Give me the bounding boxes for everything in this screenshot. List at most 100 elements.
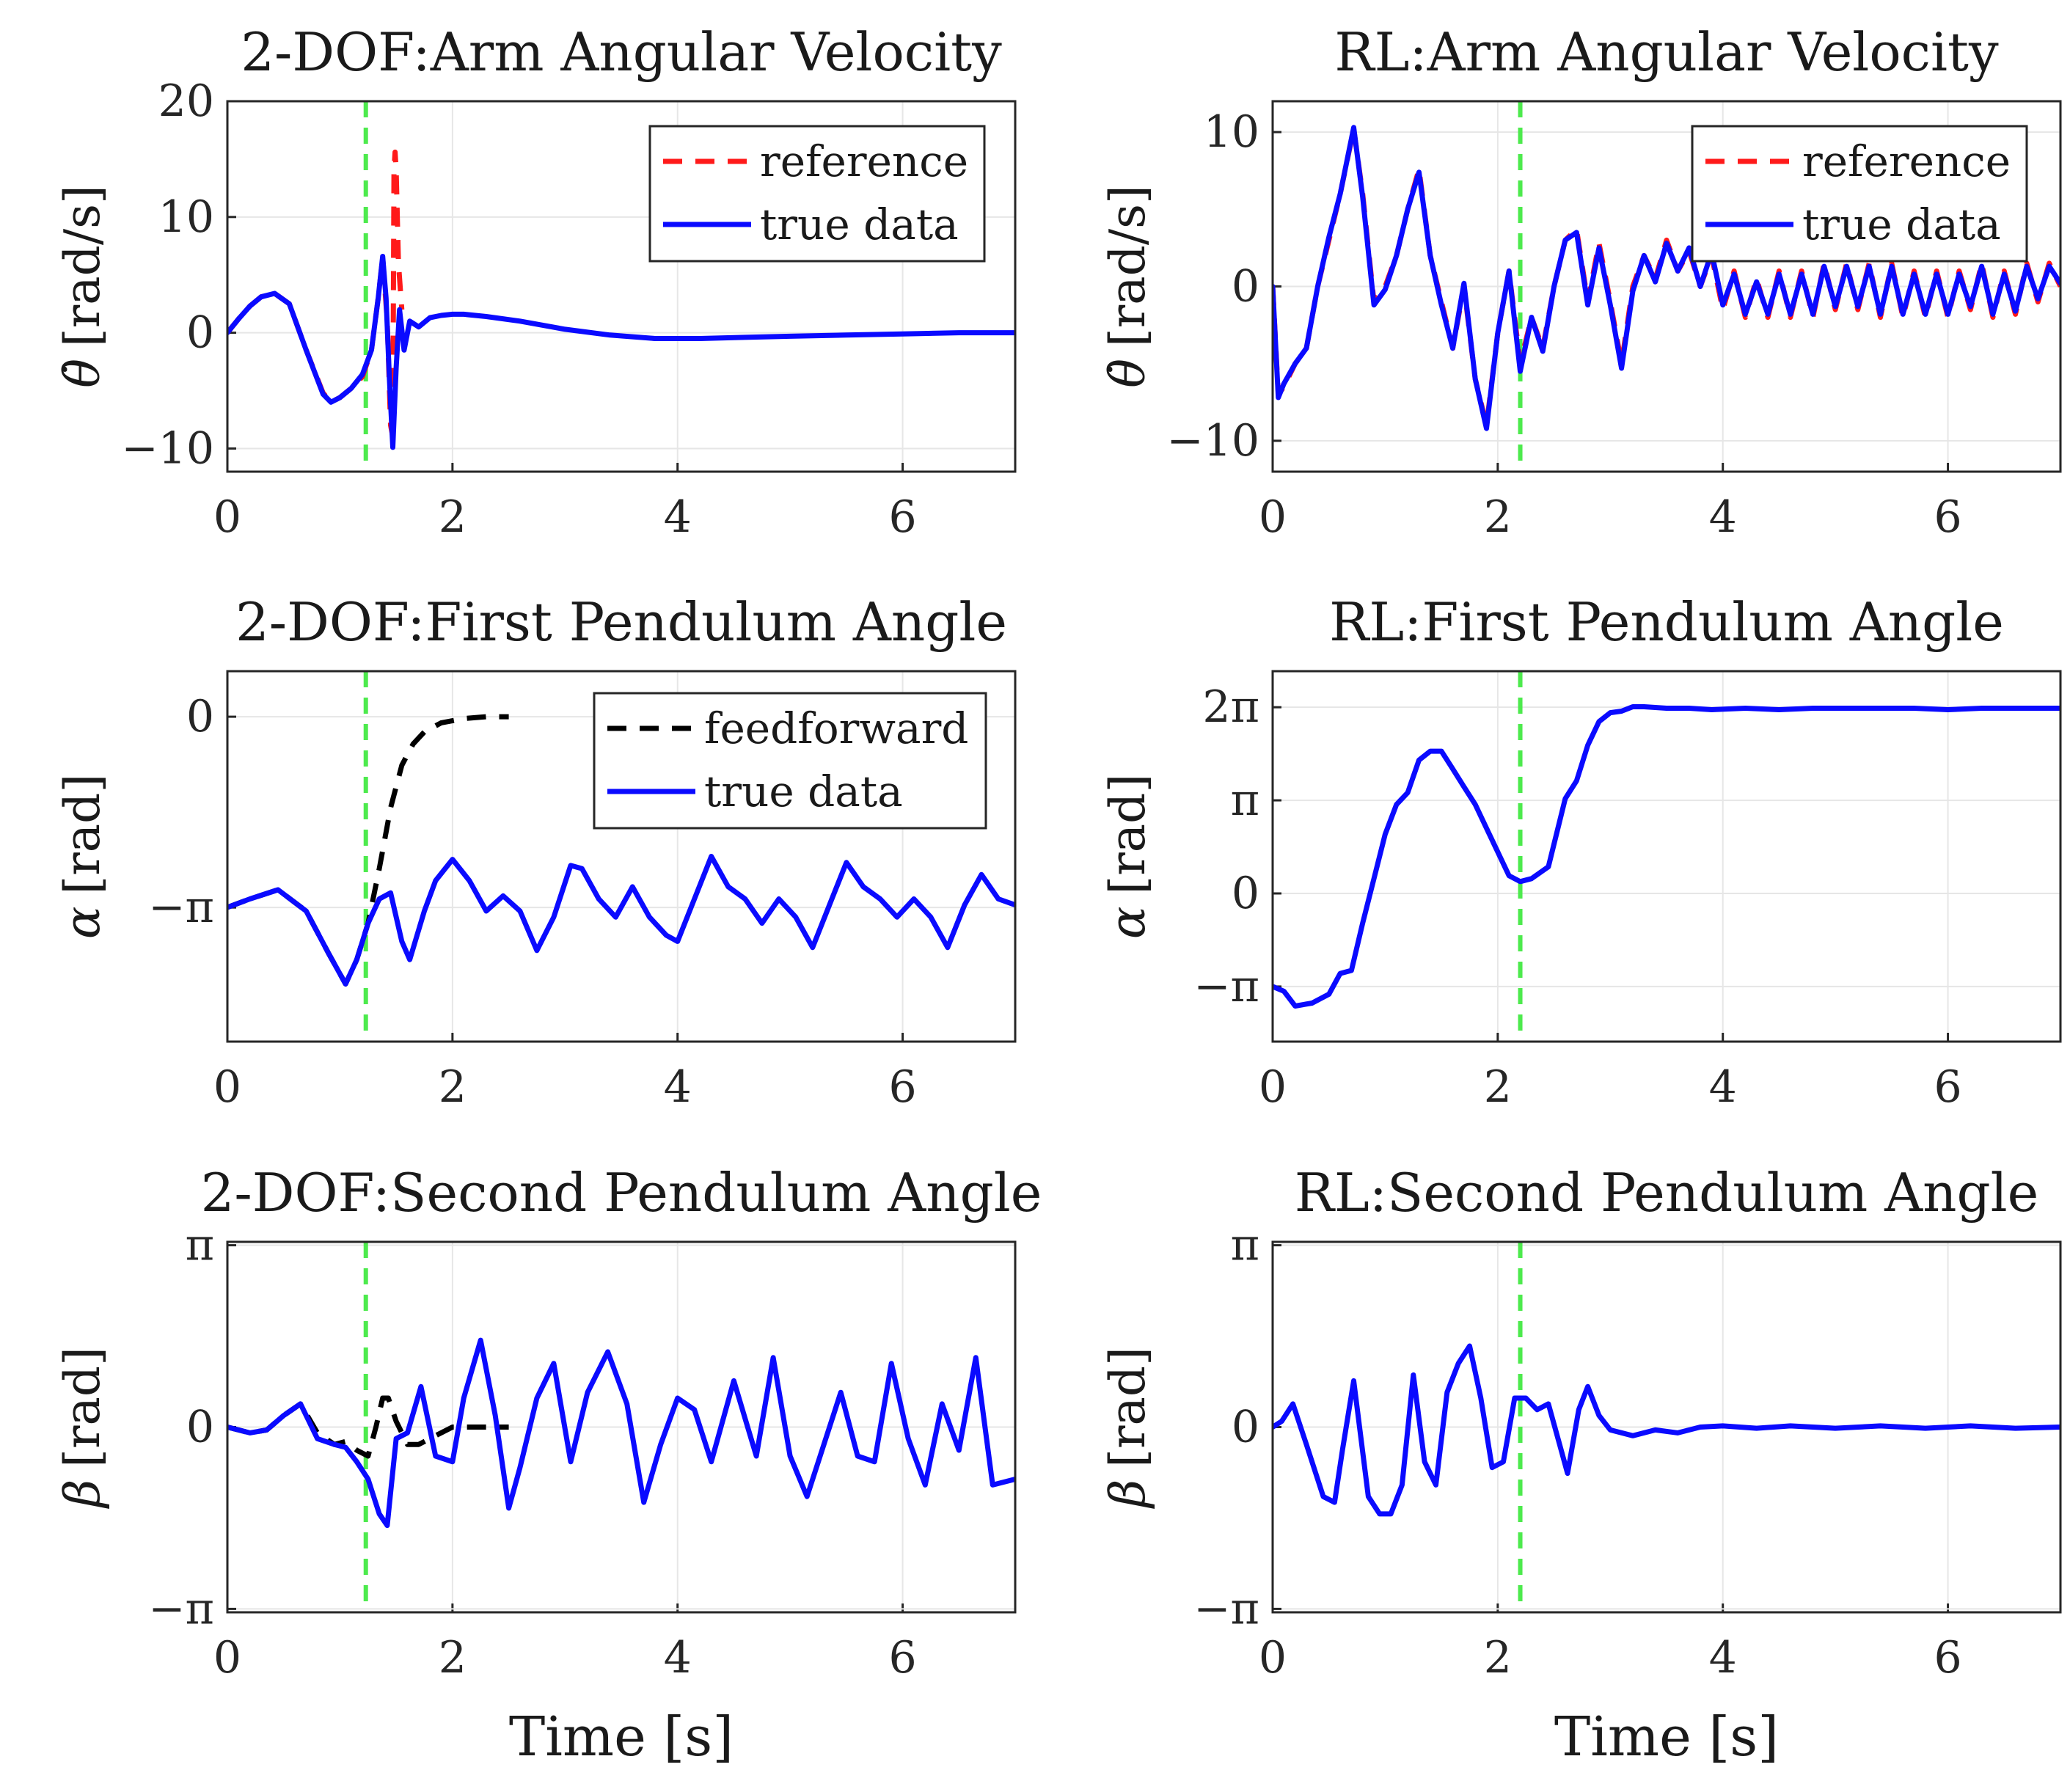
y-tick-label: −10 — [1166, 415, 1259, 467]
x-axis-label: Time [s] — [1554, 1705, 1779, 1769]
chart-title: 2-DOF:First Pendulum Angle — [235, 591, 1007, 653]
chart-title: RL:First Pendulum Angle — [1329, 591, 2004, 653]
x-tick-label: 4 — [1709, 1632, 1737, 1683]
y-tick-label: −π — [1193, 1583, 1259, 1634]
y-axis-symbol: θ̇ — [1100, 359, 1156, 388]
x-tick-label: 6 — [888, 1061, 916, 1113]
y-axis-label: α [rad] — [1100, 774, 1156, 939]
x-tick-label: 2 — [1484, 491, 1512, 543]
y-axis-symbol: α — [54, 907, 111, 940]
y-axis-label: β [rad] — [54, 1347, 111, 1510]
chart-title: RL:Second Pendulum Angle — [1295, 1162, 2039, 1224]
axes-frame — [1271, 100, 2062, 473]
panel-p1: 0 2 4 6 −10 0 10 20 2-DOF:Arm Angular Velocity θ̇… — [54, 21, 1017, 543]
y-tick-label: 20 — [158, 76, 214, 127]
x-tick-label: 2 — [439, 491, 467, 543]
y-tick-label: 0 — [1232, 261, 1259, 312]
x-tick-label: 0 — [1259, 1061, 1287, 1113]
y-tick-label: −π — [1193, 961, 1259, 1012]
x-tick-label: 6 — [1934, 1061, 1961, 1113]
legend-label: feedforward — [704, 703, 968, 753]
x-tick-label: 4 — [1709, 491, 1737, 543]
series-true-data — [227, 1337, 1015, 1529]
y-axis-label: β [rad] — [1100, 1347, 1156, 1510]
y-tick-label: π — [1231, 775, 1259, 826]
legend-box — [1691, 125, 2028, 263]
x-tick-label: 6 — [1934, 1632, 1961, 1683]
x-tick-label: 2 — [439, 1632, 467, 1683]
series-true-data — [1273, 704, 2060, 1009]
x-tick-label: 0 — [213, 1061, 241, 1113]
legend-label: true data — [704, 767, 903, 816]
y-axis-label: θ̇ [rad/s] — [1100, 185, 1156, 388]
y-axis-symbol: α — [1100, 907, 1156, 940]
y-tick-label: −π — [148, 1583, 214, 1634]
x-tick-label: 6 — [888, 1632, 916, 1683]
y-axis-label: α [rad] — [54, 774, 111, 939]
legend-label: true data — [760, 200, 959, 249]
legend-label: reference — [1802, 136, 2011, 186]
y-axis-symbol: β — [54, 1480, 111, 1510]
axes-frame — [1271, 670, 2062, 1043]
y-tick-label: 10 — [158, 191, 214, 243]
x-tick-label: 6 — [888, 491, 916, 543]
y-axis-unit: [rad] — [54, 774, 111, 895]
chart-title: RL:Arm Angular Velocity — [1334, 21, 1999, 83]
y-tick-label: −π — [148, 882, 214, 933]
axes-frame — [226, 100, 1017, 473]
x-tick-label: 0 — [213, 491, 241, 543]
plot-area — [1273, 671, 2060, 1042]
y-tick-label: −10 — [121, 423, 214, 474]
x-tick-label: 2 — [1484, 1632, 1512, 1683]
y-tick-label: 2π — [1202, 681, 1259, 733]
x-tick-label: 4 — [664, 491, 692, 543]
axes-frame — [1271, 1240, 2062, 1614]
x-tick-label: 0 — [1259, 1632, 1287, 1683]
x-tick-label: 2 — [439, 1061, 467, 1113]
y-axis-unit: [rad] — [54, 1347, 111, 1468]
y-axis-symbol: θ̇ — [54, 359, 111, 388]
y-tick-label: π — [186, 1220, 214, 1271]
y-tick-label: 0 — [186, 307, 214, 359]
y-tick-label: 0 — [186, 1402, 214, 1453]
panel-p3: 0 2 4 6 −π 0 2-DOF:First Pendulum Angle α [rad] f… — [54, 591, 1017, 1113]
y-tick-label: π — [1231, 1220, 1259, 1271]
series-true-data — [1273, 1343, 2060, 1517]
y-axis-unit: [rad] — [1100, 774, 1156, 895]
y-tick-label: 0 — [1232, 868, 1259, 919]
chart-title: 2-DOF:Second Pendulum Angle — [201, 1162, 1042, 1224]
y-axis-symbol: β — [1100, 1480, 1156, 1510]
chart-title: 2-DOF:Arm Angular Velocity — [241, 21, 1002, 83]
y-axis-unit: [rad/s] — [1100, 185, 1156, 347]
series-true-data — [227, 254, 1015, 450]
x-tick-label: 2 — [1484, 1061, 1512, 1113]
x-tick-label: 6 — [1934, 491, 1961, 543]
x-tick-label: 4 — [664, 1061, 692, 1113]
legend: reference true data — [648, 125, 986, 263]
y-tick-label: 0 — [186, 691, 214, 742]
y-axis-unit: [rad/s] — [54, 185, 111, 347]
series-true-data — [227, 854, 1015, 987]
legend-box — [593, 692, 987, 830]
y-axis-label: θ̇ [rad/s] — [54, 185, 111, 388]
x-tick-label: 0 — [213, 1632, 241, 1683]
series-true-data — [1273, 125, 2060, 431]
y-tick-label: 0 — [1232, 1402, 1259, 1453]
y-tick-label: 10 — [1204, 106, 1259, 158]
x-axis-label: Time [s] — [509, 1705, 734, 1769]
x-tick-label: 0 — [1259, 491, 1287, 543]
x-tick-label: 4 — [664, 1632, 692, 1683]
legend-label: true data — [1802, 200, 2001, 249]
y-axis-unit: [rad] — [1100, 1347, 1156, 1468]
legend-box — [648, 125, 986, 263]
x-tick-label: 4 — [1709, 1061, 1737, 1113]
legend: reference true data — [1691, 125, 2028, 263]
axes-frame — [226, 670, 1017, 1043]
legend-label: reference — [760, 136, 968, 186]
legend: feedforward true data — [593, 692, 987, 830]
